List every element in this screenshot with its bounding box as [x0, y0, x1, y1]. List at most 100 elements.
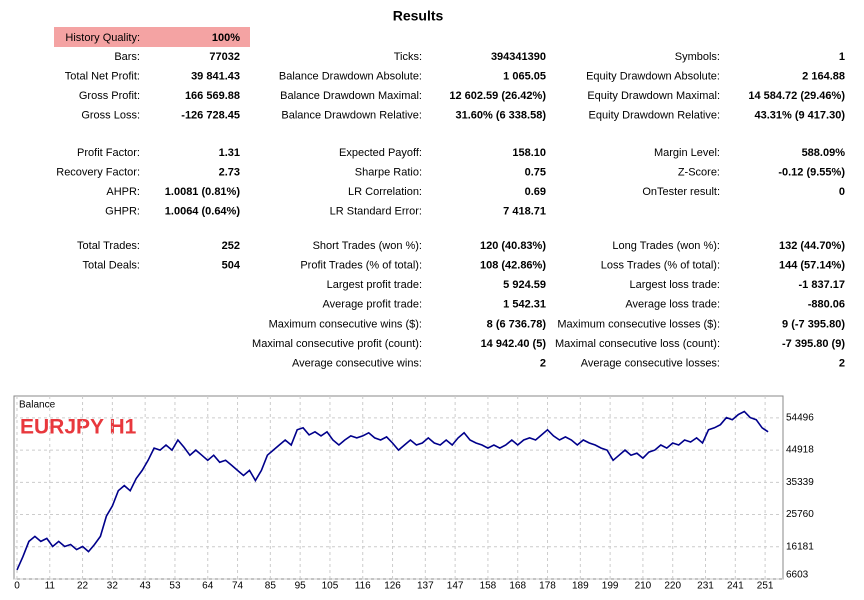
stat-value: 8 (6 736.78) [487, 318, 547, 330]
stat-value: 2 164.88 [802, 71, 845, 83]
x-tick-label: 168 [509, 581, 526, 592]
chart-title: EURJPY H1 [20, 416, 137, 439]
stat-value: 31.60% (6 338.58) [455, 110, 546, 122]
stat-label: LR Correlation: [348, 186, 422, 198]
stat-value: -7 395.80 (9) [782, 338, 845, 350]
stat-value: 588.09% [802, 147, 846, 159]
x-tick-label: 251 [757, 581, 774, 592]
series-label: Balance [19, 400, 56, 411]
stat-label: Maximum consecutive losses ($): [557, 318, 720, 330]
stat-value: 12 602.59 (26.42%) [449, 90, 546, 102]
stat-value: 2 [540, 358, 546, 370]
x-tick-label: 11 [45, 581, 56, 592]
stat-label: Profit Factor: [77, 147, 140, 159]
stat-label: Symbols: [675, 51, 720, 63]
stat-value: -126 728.45 [181, 110, 240, 122]
stat-label: History Quality: [65, 32, 140, 44]
stat-value: 108 (42.86%) [480, 260, 546, 272]
x-tick-label: 0 [14, 581, 20, 592]
quality-highlight [54, 27, 250, 47]
stat-label: Margin Level: [654, 147, 720, 159]
stat-label: Maximal consecutive loss (count): [555, 338, 720, 350]
y-tick-label: 44918 [786, 445, 814, 456]
stat-label: Short Trades (won %): [313, 240, 422, 252]
stat-label: Equity Drawdown Maximal: [587, 90, 720, 102]
x-tick-label: 199 [602, 581, 619, 592]
stat-value: -880.06 [808, 299, 845, 311]
stat-value: 120 (40.83%) [480, 240, 546, 252]
stat-label: Loss Trades (% of total): [601, 260, 720, 272]
stat-label: Ticks: [394, 51, 422, 63]
stat-label: Balance Drawdown Relative: [281, 110, 422, 122]
stat-label: Balance Drawdown Maximal: [280, 90, 422, 102]
stat-label: Equity Drawdown Absolute: [586, 71, 720, 83]
y-tick-label: 6603 [786, 570, 809, 581]
stat-value: 5 924.59 [503, 279, 546, 291]
stat-label: Gross Profit: [79, 90, 140, 102]
x-tick-label: 116 [355, 581, 371, 592]
x-tick-label: 95 [295, 581, 307, 592]
x-tick-label: 147 [447, 581, 464, 592]
x-tick-label: 74 [232, 581, 244, 592]
x-tick-label: 178 [539, 581, 556, 592]
stat-label: GHPR: [105, 206, 140, 218]
stat-label: Gross Loss: [81, 110, 140, 122]
stat-value: 14 584.72 (29.46%) [748, 90, 845, 102]
stat-label: Total Trades: [77, 240, 140, 252]
stat-value: 2 [839, 358, 845, 370]
x-tick-label: 64 [202, 581, 214, 592]
x-tick-label: 158 [480, 581, 497, 592]
x-tick-label: 22 [77, 581, 89, 592]
stat-value: 144 (57.14%) [779, 260, 845, 272]
y-tick-label: 16181 [786, 541, 814, 552]
stat-value: 1.0064 (0.64%) [165, 206, 241, 218]
stat-value: 1 065.05 [503, 71, 546, 83]
x-tick-label: 210 [635, 581, 652, 592]
stat-value: 100% [212, 32, 240, 44]
x-tick-label: 105 [322, 581, 339, 592]
stat-label: Maximal consecutive profit (count): [252, 338, 422, 350]
stat-value: 2.73 [219, 167, 240, 179]
stat-value: 1.0081 (0.81%) [165, 186, 241, 198]
y-tick-label: 25760 [786, 509, 814, 520]
stat-label: Bars: [114, 51, 140, 63]
stat-value: 158.10 [512, 147, 546, 159]
stat-value: 1.31 [219, 147, 240, 159]
stat-value: 0 [839, 186, 845, 198]
stat-label: Largest loss trade: [630, 279, 721, 291]
stat-label: Balance Drawdown Absolute: [279, 71, 422, 83]
stat-value: 39 841.43 [191, 71, 240, 83]
stat-value: 504 [222, 260, 241, 272]
stat-value: 43.31% (9 417.30) [754, 110, 845, 122]
stat-label: Average consecutive losses: [581, 358, 720, 370]
y-tick-label: 35339 [786, 477, 814, 488]
stat-value: 0.69 [525, 186, 546, 198]
stat-value: 1 [839, 51, 845, 63]
stat-value: 77032 [209, 51, 240, 63]
x-tick-label: 126 [384, 581, 401, 592]
x-tick-label: 220 [664, 581, 681, 592]
stat-label: Total Deals: [83, 260, 140, 272]
balance-line [16, 410, 769, 571]
stat-label: Maximum consecutive wins ($): [269, 318, 422, 330]
stat-label: Z-Score: [678, 167, 720, 179]
stat-value: 7 418.71 [503, 206, 546, 218]
stat-value: -1 837.17 [799, 279, 845, 291]
stat-value: 394341390 [491, 51, 546, 63]
stat-value: 9 (-7 395.80) [782, 318, 845, 330]
stat-label: OnTester result: [642, 186, 720, 198]
stat-label: Average consecutive wins: [292, 358, 422, 370]
y-tick-label: 54496 [786, 413, 814, 424]
stat-label: Recovery Factor: [56, 167, 140, 179]
x-tick-label: 241 [727, 581, 744, 592]
stat-label: Equity Drawdown Relative: [589, 110, 720, 122]
stat-value: 132 (44.70%) [779, 240, 845, 252]
stat-label: Largest profit trade: [327, 279, 422, 291]
stat-value: -0.12 (9.55%) [778, 167, 845, 179]
x-tick-label: 231 [697, 581, 714, 592]
results-title: Results [393, 8, 444, 24]
stat-label: Total Net Profit: [65, 71, 140, 83]
stat-value: 1 542.31 [503, 299, 546, 311]
stat-label: AHPR: [106, 186, 140, 198]
